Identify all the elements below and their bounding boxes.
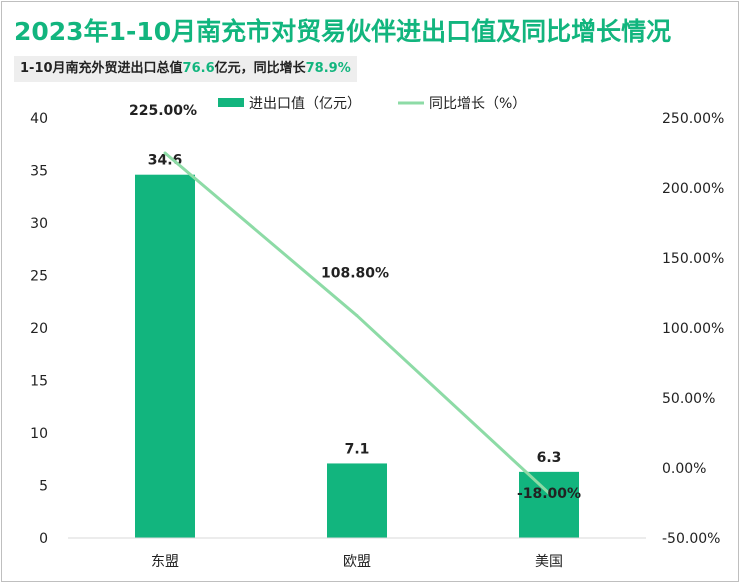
category-label: 东盟 xyxy=(151,554,179,570)
right-axis-tick-label: 50.00% xyxy=(662,391,715,407)
subtitle-prefix: 1-10月南充外贸进出口总值 xyxy=(20,61,183,76)
right-axis-tick-label: -50.00% xyxy=(662,531,720,547)
line-point xyxy=(547,491,551,495)
subtitle-growth-value: 78.9% xyxy=(305,61,351,76)
bar xyxy=(519,471,579,538)
bar xyxy=(135,174,195,538)
right-axis-tick-label: 150.00% xyxy=(662,251,724,267)
left-axis-tick-label: 35 xyxy=(30,164,48,180)
right-axis-tick-label: 0.00% xyxy=(662,461,706,477)
line-point xyxy=(163,151,167,155)
bar-data-label: 6.3 xyxy=(537,450,562,466)
left-axis-tick-label: 5 xyxy=(39,479,48,495)
left-axis-tick-label: 10 xyxy=(30,426,48,442)
left-axis-tick-label: 40 xyxy=(30,111,48,127)
left-axis-tick-label: 30 xyxy=(30,216,48,232)
legend-line-label: 同比增长（%） xyxy=(429,96,526,112)
category-label: 欧盟 xyxy=(343,554,371,570)
line-point xyxy=(355,314,359,318)
legend-bar-label: 进出口值（亿元） xyxy=(249,96,361,112)
right-axis: -50.00% 0.00% 50.00% 100.00% 150.00% 200.00% 2… xyxy=(662,111,724,547)
left-axis-tick-label: 20 xyxy=(30,321,48,337)
left-axis: 0 5 10 15 20 25 30 35 40 xyxy=(30,111,48,547)
subtitle-total-value: 76.6 xyxy=(182,61,215,76)
bar-data-label: 34.6 xyxy=(148,153,183,169)
line-series: 225.00% 108.80% -18.00% xyxy=(129,103,581,502)
bar-series: 34.6 7.1 6.3 xyxy=(135,153,579,538)
left-axis-tick-label: 15 xyxy=(30,374,48,390)
bar xyxy=(327,463,387,538)
left-axis-tick-label: 25 xyxy=(30,269,48,285)
chart-title: 2023年1-10月南充市对贸易伙伴进出口值及同比增长情况 xyxy=(14,17,672,46)
legend: 进出口值（亿元） 同比增长（%） xyxy=(218,96,526,112)
chart-subtitle: 1-10月南充外贸进出口总值76.6亿元，同比增长78.9% xyxy=(14,56,357,82)
subtitle-mid: 亿元，同比增长 xyxy=(214,61,306,76)
line-data-label: 108.80% xyxy=(321,266,389,282)
category-axis: 东盟 欧盟 美国 xyxy=(68,537,646,570)
legend-bar-swatch xyxy=(218,98,244,107)
bar-data-label: 7.1 xyxy=(345,441,370,457)
left-axis-tick-label: 0 xyxy=(39,531,48,547)
line-data-label: 225.00% xyxy=(129,103,197,119)
category-label: 美国 xyxy=(535,554,563,570)
right-axis-tick-label: 200.00% xyxy=(662,181,724,197)
line-data-label: -18.00% xyxy=(517,486,581,502)
right-axis-tick-label: 100.00% xyxy=(662,321,724,337)
right-axis-tick-label: 250.00% xyxy=(662,111,724,127)
